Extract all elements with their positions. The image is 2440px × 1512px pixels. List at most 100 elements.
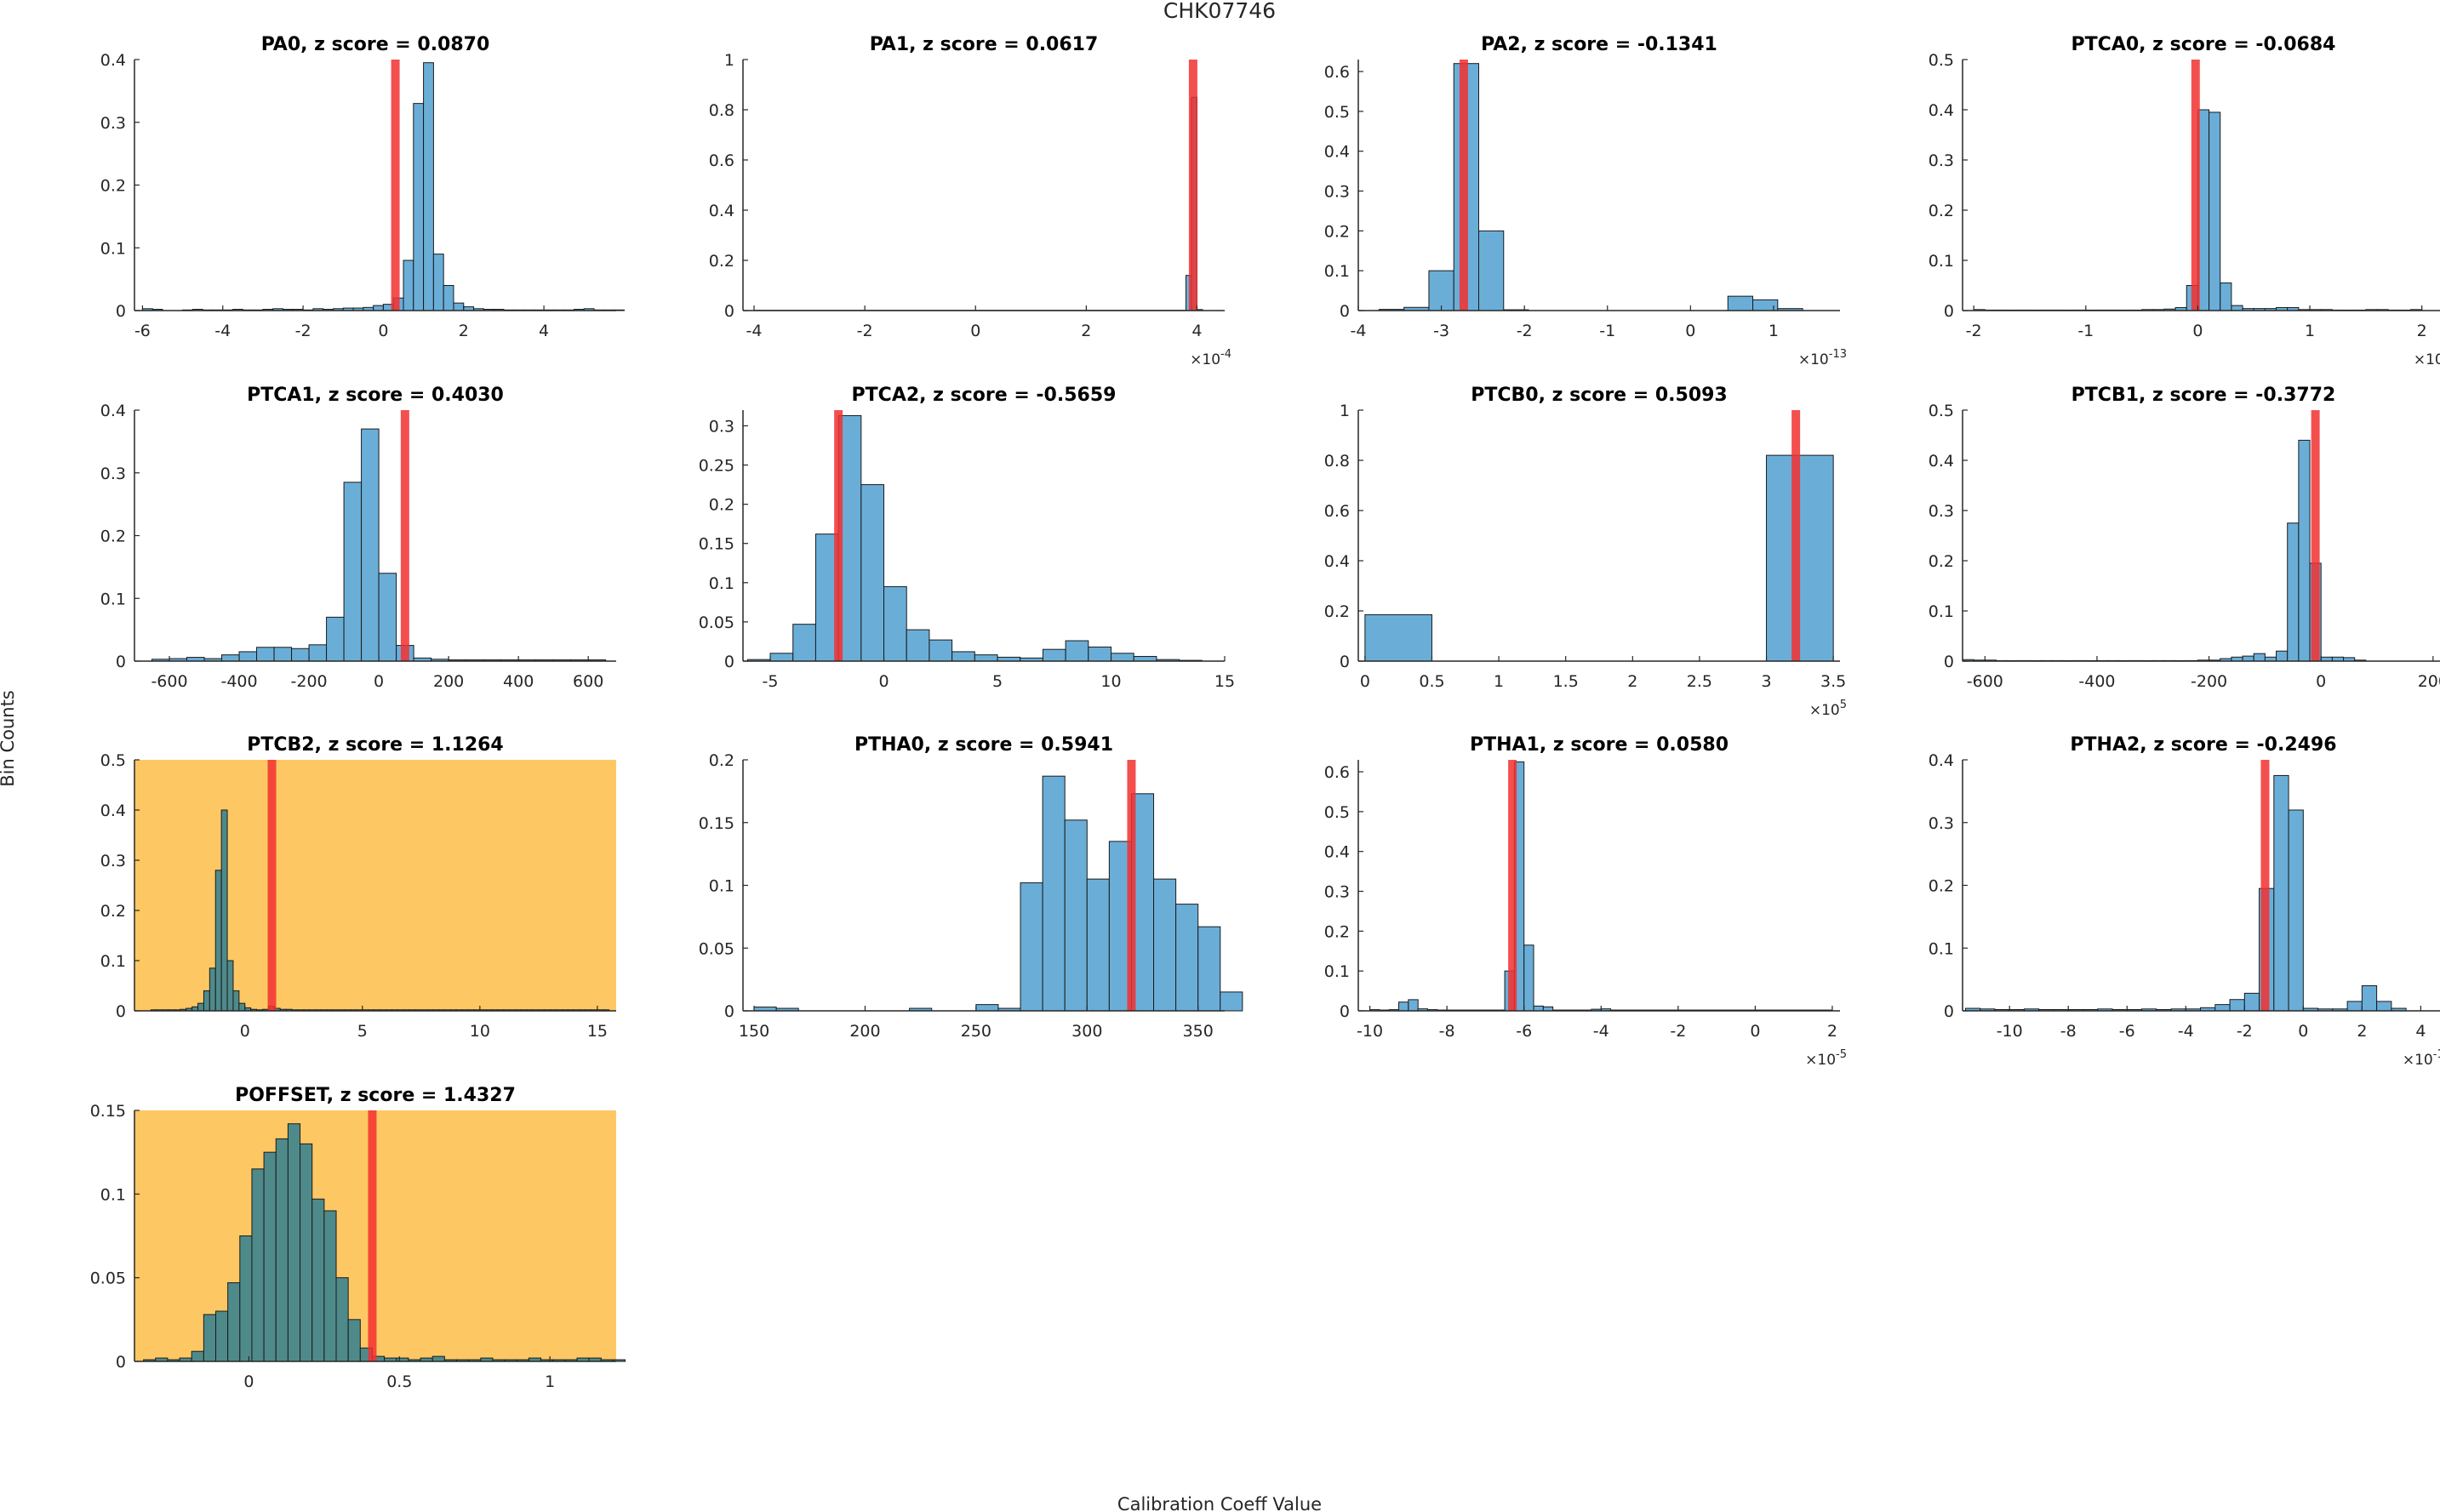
y-tick-label: 0 <box>116 1353 126 1372</box>
y-tick-label: 0.3 <box>1929 151 1954 170</box>
histogram-bar <box>929 639 953 662</box>
y-tick-label: 0.2 <box>1929 202 1954 220</box>
histogram-bar <box>373 305 384 311</box>
histogram-bar <box>432 254 444 311</box>
current-value-marker <box>1508 760 1517 1011</box>
y-tick-label: 0.4 <box>100 802 126 820</box>
x-tick-label: -8 <box>2060 1022 2077 1041</box>
histogram-bar <box>1523 944 1534 1012</box>
y-tick-label: 0.1 <box>709 574 734 593</box>
y-tick-label: 1 <box>1340 402 1350 420</box>
histogram-bar <box>238 1002 246 1012</box>
subplot-ptcb0: 0 0.2 0.4 0.6 0.8 1 0 0.5 1 1.5 2 2.5 3 3.5 ×105 PTCB0,… <box>1324 385 1847 719</box>
histogram-bar <box>221 654 240 662</box>
subplot-ptca2: 0 0.05 0.1 0.15 0.2 0.25 0.3 -5 0 5 10 15 PTCA2, z s… <box>699 385 1235 691</box>
axis-exponent-label: ×10-13 <box>1798 348 1847 368</box>
histogram-bar <box>860 484 885 662</box>
histogram-bar <box>275 1138 289 1362</box>
x-tick-label: 0.5 <box>386 1372 412 1391</box>
x-tick-label: -8 <box>1439 1022 1455 1041</box>
subplot-poffset: 0 0.05 0.1 0.15 0 0.5 1 POFFSET, z score = 1.43… <box>90 1085 626 1391</box>
subplot-ptca0: 0 0.1 0.2 0.3 0.4 0.5 -2 -1 0 1 2 ×105 PTCA0, z scor… <box>1929 34 2440 368</box>
y-tick-label: 0.1 <box>1324 962 1350 981</box>
histogram-bar <box>326 616 345 662</box>
axis-exponent-value: -13 <box>1829 348 1847 361</box>
y-tick-label: 0.05 <box>699 939 734 958</box>
x-tick-label: 1 <box>2305 322 2315 340</box>
subplot-pa1: 0 0.2 0.4 0.6 0.8 1 -4 -2 0 2 4 ×10-4 PA1, z score =… <box>709 34 1231 368</box>
y-tick-label: 0.2 <box>1324 602 1350 621</box>
y-tick-label: 0.4 <box>1929 452 1954 471</box>
x-tick-label: -2 <box>1517 322 1533 340</box>
axis-exponent-value: -4 <box>1220 348 1231 361</box>
y-tick-label: 0.4 <box>1929 751 1954 770</box>
histogram-bar <box>2273 774 2289 1012</box>
x-tick-label: -6 <box>134 322 151 340</box>
y-tick-label: 0.5 <box>1929 402 1954 420</box>
x-tick-label: 0 <box>1750 1022 1760 1041</box>
subplot-title: POFFSET, z score = 1.4327 <box>235 1085 516 1106</box>
x-tick-label: -2 <box>2237 1022 2253 1041</box>
x-tick-label: -5 <box>763 672 779 691</box>
y-tick-label: 0.1 <box>709 877 734 896</box>
x-tick-label: -4 <box>214 322 231 340</box>
x-tick-label: -2 <box>1670 1022 1686 1041</box>
subplot-ptha0: 0 0.05 0.1 0.15 0.2 150 200 250 300 350 PTHA0, z s… <box>699 734 1243 1041</box>
histogram-bar <box>256 647 275 662</box>
subplot-title: PTCA1, z score = 0.4030 <box>247 385 504 406</box>
subplot-title: PA2, z score = -0.1341 <box>1481 34 1717 55</box>
y-tick-label: 0 <box>116 653 126 671</box>
histogram-bar <box>431 1355 445 1362</box>
histogram-bar <box>226 960 234 1012</box>
histogram-bar <box>1064 819 1088 1012</box>
y-tick-label: 0.2 <box>709 751 734 770</box>
y-tick-label: 0.3 <box>100 114 126 133</box>
axis-exponent-label: ×105 <box>2414 348 2440 368</box>
current-value-marker <box>1127 760 1136 1011</box>
histogram-bar <box>238 651 258 662</box>
histogram-bar <box>220 809 228 1012</box>
axis-exponent-label: ×105 <box>1809 699 1847 719</box>
axis-exponent-value: -5 <box>1836 1048 1847 1061</box>
x-tick-label: -4 <box>1351 322 1367 340</box>
x-tick-label: 150 <box>739 1022 769 1041</box>
subplot-pa2: 0 0.1 0.2 0.3 0.4 0.5 0.6 -4 -3 -2 -1 0 1 ×10-13 PA2, … <box>1324 34 1847 368</box>
y-tick-label: 0.2 <box>709 252 734 271</box>
subplot-title: PTCB0, z score = 0.5093 <box>1471 385 1728 406</box>
x-tick-label: 3.5 <box>1820 672 1846 691</box>
y-tick-label: 0.2 <box>100 902 126 921</box>
histogram-bar <box>1133 655 1157 662</box>
x-tick-label: -1 <box>1599 322 1615 340</box>
histogram-bar <box>1088 646 1112 662</box>
y-tick-label: 0.4 <box>709 202 734 220</box>
x-tick-label: 250 <box>961 1022 991 1041</box>
x-tick-label: 0.5 <box>1419 672 1444 691</box>
x-tick-label: 0 <box>240 1022 250 1041</box>
figure-xlabel: Calibration Coeff Value <box>1117 1494 1322 1512</box>
subplot-title: PTCB2, z score = 1.1264 <box>247 734 504 756</box>
x-tick-label: -400 <box>220 672 257 691</box>
y-tick-label: 0 <box>1340 653 1350 671</box>
histogram-bar <box>1086 878 1110 1012</box>
histogram-bar <box>203 1314 217 1362</box>
histogram-bar <box>2253 653 2266 662</box>
x-tick-label: 200 <box>2418 672 2440 691</box>
x-tick-label: 3 <box>1761 672 1771 691</box>
x-tick-label: 1 <box>545 1372 555 1391</box>
subplot-pa0: 0 0.1 0.2 0.3 0.4 -6 -4 -2 0 2 4 PA0, z score = 0.0… <box>100 34 625 340</box>
x-tick-label: 2 <box>1827 1022 1837 1041</box>
x-tick-label: 300 <box>1071 1022 1102 1041</box>
histogram-bar <box>2288 809 2304 1012</box>
histogram-bar <box>1175 904 1199 1012</box>
subplot-title: PTCA0, z score = -0.0684 <box>2071 34 2336 55</box>
current-value-marker <box>2311 410 2320 661</box>
outlier-highlight-background <box>134 760 616 1011</box>
subplot-ptha2: 0 0.1 0.2 0.3 0.4 -10 -8 -6 -4 -2 0 2 4 ×10-12 PTHA2, … <box>1929 734 2440 1069</box>
x-tick-label: 0 <box>2316 672 2326 691</box>
y-tick-label: 0 <box>1944 302 1954 321</box>
x-tick-label: -6 <box>1516 1022 1532 1041</box>
y-tick-label: 0 <box>116 1002 126 1021</box>
x-tick-label: 0 <box>378 322 388 340</box>
histogram-bar <box>263 1151 277 1362</box>
